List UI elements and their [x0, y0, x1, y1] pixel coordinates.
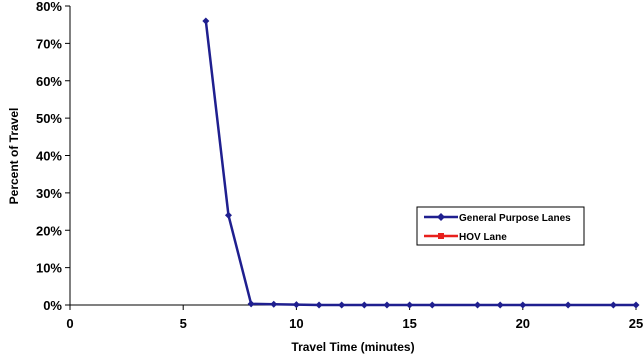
data-point — [292, 301, 300, 309]
legend: General Purpose Lanes HOV Lane — [416, 206, 585, 246]
x-tick-label: 20 — [516, 316, 530, 331]
data-point — [315, 301, 323, 309]
x-axis-title: Travel Time (minutes) — [291, 340, 414, 354]
y-axis-title: Percent of Travel — [7, 108, 21, 205]
y-tick-label: 40% — [36, 149, 62, 164]
data-point — [247, 300, 255, 308]
data-point — [383, 301, 391, 309]
data-point — [474, 301, 482, 309]
y-tick-label: 80% — [36, 0, 62, 14]
data-point — [202, 17, 210, 25]
y-tick-label: 60% — [36, 74, 62, 89]
x-tick-label: 25 — [629, 316, 643, 331]
legend-label: HOV Lane — [459, 232, 507, 243]
series-line — [204, 20, 636, 307]
x-tick-label: 10 — [289, 316, 303, 331]
y-tick-label: 0% — [43, 298, 62, 313]
y-tick-label: 70% — [36, 36, 62, 51]
y-tick-label: 50% — [36, 111, 62, 126]
x-axis-ticks: 0 5 10 15 20 25 — [66, 305, 643, 331]
data-point — [270, 300, 278, 308]
y-tick-label: 20% — [36, 223, 62, 238]
data-point — [496, 301, 504, 309]
legend-swatch-diamond-marker — [437, 213, 445, 221]
data-point — [224, 211, 232, 219]
legend-box — [416, 206, 585, 246]
data-point — [609, 301, 617, 309]
x-tick-label: 15 — [402, 316, 416, 331]
legend-label: General Purpose Lanes — [459, 213, 571, 224]
data-point — [360, 301, 368, 309]
x-tick-label: 5 — [180, 316, 187, 331]
y-tick-label: 10% — [36, 261, 62, 276]
legend-swatch-square-marker — [438, 233, 444, 239]
legend-item-hov-lane: HOV Lane — [424, 232, 507, 243]
data-point — [519, 301, 527, 309]
y-tick-label: 30% — [36, 186, 62, 201]
plot-area — [202, 17, 640, 309]
y-axis: 0% 10% 20% 30% 40% 50% 60% 70% 80% — [36, 0, 71, 313]
data-point — [406, 301, 414, 309]
data-point — [338, 301, 346, 309]
x-axis: 0 5 10 15 20 25 — [66, 304, 643, 331]
x-tick-label: 0 — [66, 316, 73, 331]
data-point — [564, 301, 572, 309]
data-point — [632, 301, 640, 309]
data-point — [428, 301, 436, 309]
y-axis-ticks: 0% 10% 20% 30% 40% 50% 60% 70% 80% — [36, 0, 70, 313]
legend-item-general-purpose-lanes: General Purpose Lanes — [424, 213, 571, 224]
